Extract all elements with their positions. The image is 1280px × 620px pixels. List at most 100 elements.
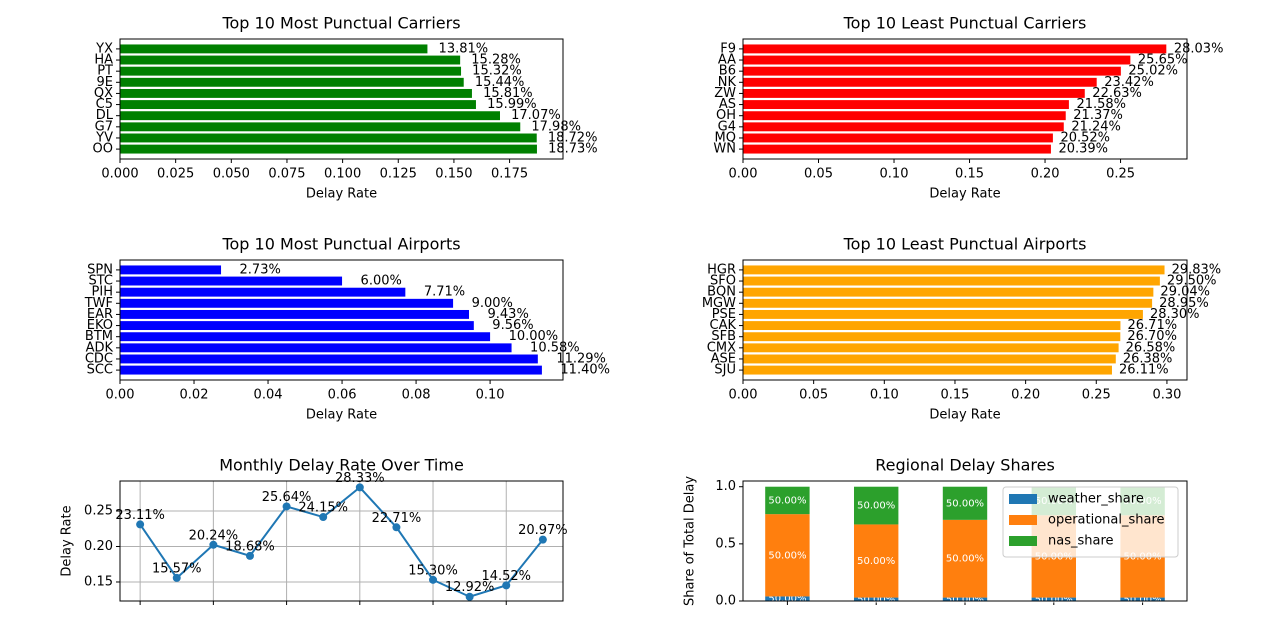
segment-label: 50.00%	[857, 501, 895, 512]
value-label: 22.71%	[372, 511, 422, 526]
bar	[120, 100, 476, 110]
x-tick-label: 0.125	[380, 167, 417, 182]
y-tick-label: WN	[713, 142, 736, 157]
point	[282, 502, 291, 511]
bar-segment	[1120, 597, 1165, 601]
value-label: 29.50%	[1167, 274, 1217, 289]
x-tick-label: 0.100	[324, 167, 361, 182]
value-label: 15.57%	[152, 561, 202, 576]
bar	[743, 287, 1154, 297]
x-tick-label: 0.00	[729, 388, 758, 403]
segment-label: 50.00%	[946, 498, 984, 509]
bar	[743, 343, 1119, 353]
segment-label: 50.00%	[857, 556, 895, 567]
x-tick-label: 0.20	[1031, 167, 1060, 182]
value-label: 9.56%	[492, 318, 533, 333]
x-axis-label: Delay Rate	[306, 187, 377, 202]
bar	[120, 276, 343, 286]
segment-label: 50.00%	[1124, 594, 1162, 605]
point	[538, 535, 547, 544]
bar	[743, 321, 1121, 331]
chart-title: Monthly Delay Rate Over Time	[219, 456, 464, 475]
chart-title: Top 10 Least Punctual Carriers	[843, 14, 1087, 33]
value-label: 15.81%	[483, 86, 533, 101]
bar	[120, 55, 461, 65]
bar	[120, 122, 521, 132]
y-tick-label: TWF	[84, 296, 113, 311]
y-tick-label: ZW	[714, 86, 736, 101]
value-label: 9.43%	[488, 307, 529, 322]
x-axis-label: Delay Rate	[929, 408, 1000, 423]
value-label: 20.52%	[1060, 130, 1110, 145]
bar	[120, 354, 538, 364]
legend-swatch	[1009, 494, 1037, 504]
y-tick-label: HA	[94, 53, 113, 68]
value-label: 25.64%	[262, 490, 312, 505]
bar	[743, 100, 1069, 110]
y-tick-label: 9E	[97, 75, 114, 90]
bar	[120, 111, 501, 121]
value-label: 25.02%	[1128, 64, 1178, 79]
x-tick-label: 0.00	[729, 167, 758, 182]
segment-label: 50.00%	[857, 594, 895, 605]
bar-segment	[854, 524, 899, 598]
bar	[743, 298, 1153, 308]
bar	[120, 332, 491, 342]
x-tick-label: 0.075	[268, 167, 305, 182]
value-label: 26.71%	[1128, 318, 1178, 333]
line	[139, 486, 544, 598]
x-axis-label: Delay Rate	[929, 187, 1000, 202]
segment-label: 50.00%	[1035, 594, 1073, 605]
value-label: 18.73%	[548, 142, 598, 157]
bar	[120, 88, 472, 98]
bar	[743, 66, 1121, 76]
value-label: 14.52%	[481, 569, 531, 584]
value-label: 2.73%	[240, 262, 281, 277]
segment-label: 50.00%	[768, 495, 806, 506]
x-tick-label: 0.30	[1152, 388, 1181, 403]
y-tick-label: 0.15	[84, 574, 113, 589]
axes-frame	[742, 259, 1188, 381]
bar	[743, 122, 1064, 132]
value-label: 18.68%	[225, 539, 275, 554]
bar-segment	[1031, 597, 1076, 601]
bar	[120, 144, 537, 154]
y-tick-label: 0.5	[715, 536, 736, 551]
value-label: 21.24%	[1071, 119, 1121, 134]
y-tick-label: EAR	[87, 307, 113, 322]
bar	[743, 133, 1053, 143]
y-tick-label: AS	[719, 97, 736, 112]
y-tick-label: SFO	[710, 274, 736, 289]
bar-segment	[765, 514, 810, 597]
value-label: 11.40%	[560, 363, 610, 378]
bar	[743, 44, 1167, 54]
bar-segment	[942, 486, 988, 520]
bar	[743, 144, 1051, 154]
bar-segment	[942, 519, 988, 598]
bar	[743, 111, 1066, 121]
x-tick-label: 0.10	[880, 167, 909, 182]
y-tick-label: HGR	[707, 262, 736, 277]
y-tick-label: NK	[718, 75, 737, 90]
value-label: 10.00%	[509, 329, 559, 344]
value-label: 15.28%	[471, 53, 521, 68]
x-tick-label: 0.25	[1106, 167, 1135, 182]
value-label: 15.99%	[487, 97, 537, 112]
x-axis-label: Delay Rate	[306, 408, 377, 423]
bar	[743, 276, 1160, 286]
bar	[120, 287, 406, 297]
bar	[120, 309, 469, 319]
point	[136, 520, 145, 529]
bar	[120, 298, 454, 308]
x-tick-label: 0.150	[435, 167, 472, 182]
x-tick-label: 0.10	[476, 388, 505, 403]
value-label: 23.42%	[1104, 75, 1154, 90]
bar-segment	[942, 597, 988, 601]
value-label: 28.95%	[1159, 296, 1209, 311]
x-tick-label: 0.000	[101, 167, 138, 182]
x-tick-label: 0.15	[940, 388, 969, 403]
axes-frame	[742, 38, 1188, 160]
legend-label: weather_share	[1048, 492, 1144, 507]
segment-label: 50.00%	[768, 594, 806, 605]
